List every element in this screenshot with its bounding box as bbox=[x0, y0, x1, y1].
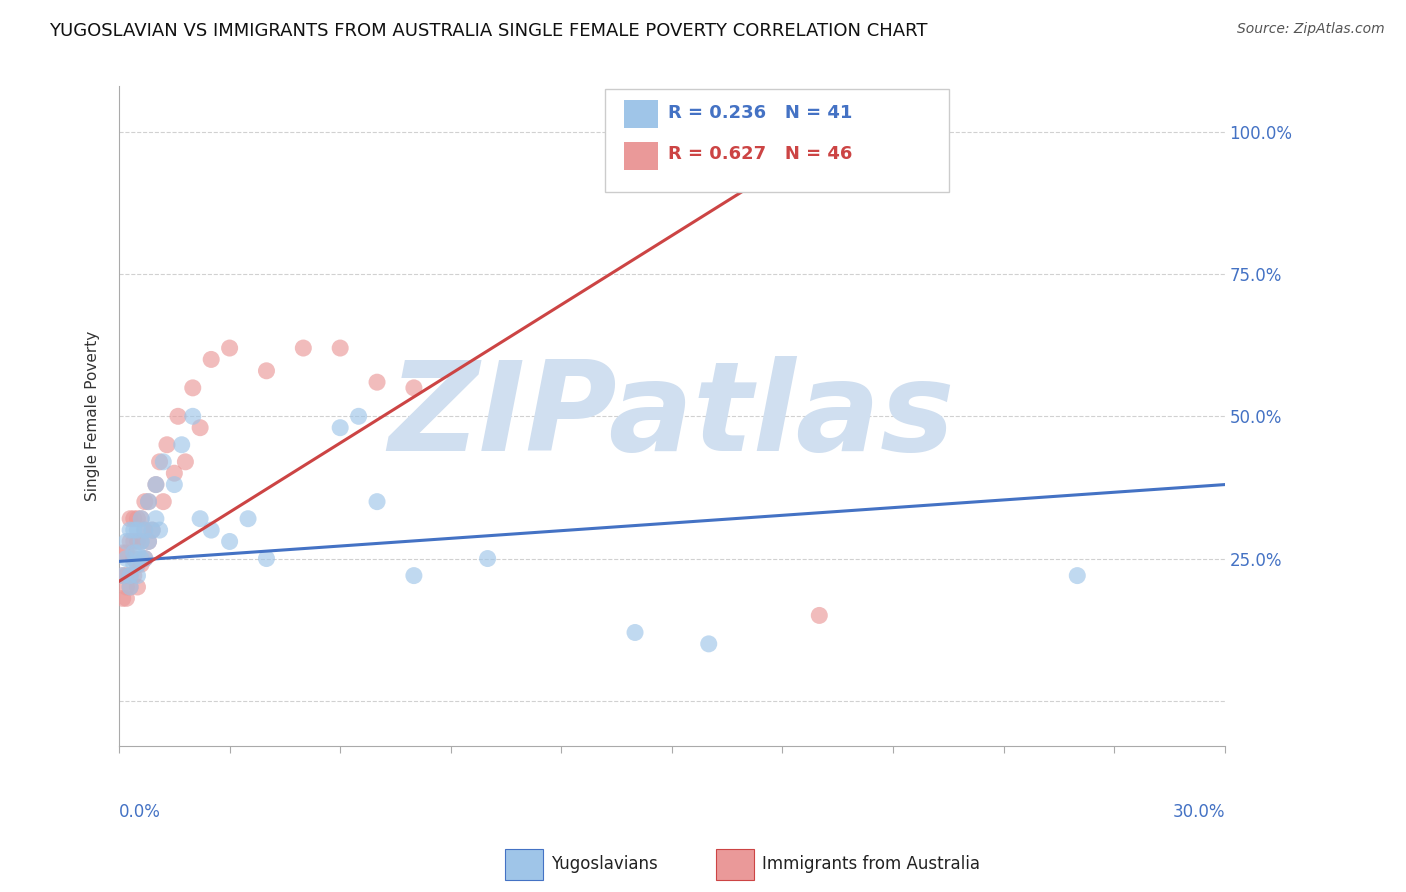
Point bbox=[152, 494, 174, 508]
Point bbox=[138, 534, 160, 549]
Point bbox=[127, 580, 149, 594]
Point bbox=[149, 523, 172, 537]
Point bbox=[138, 494, 160, 508]
Point bbox=[115, 551, 138, 566]
Point bbox=[163, 477, 186, 491]
Point bbox=[129, 534, 152, 549]
Point bbox=[129, 551, 152, 566]
Point bbox=[402, 381, 425, 395]
Point bbox=[127, 568, 149, 582]
Point bbox=[127, 534, 149, 549]
Point bbox=[366, 375, 388, 389]
Point bbox=[624, 625, 647, 640]
Point bbox=[1066, 568, 1088, 582]
Point bbox=[145, 477, 167, 491]
Y-axis label: Single Female Poverty: Single Female Poverty bbox=[86, 331, 100, 501]
Point bbox=[120, 534, 142, 549]
Point bbox=[808, 608, 831, 623]
Point bbox=[402, 568, 425, 582]
Point bbox=[111, 568, 134, 582]
Point bbox=[127, 558, 149, 572]
Point bbox=[141, 523, 163, 537]
Point bbox=[122, 512, 145, 526]
Point bbox=[122, 523, 145, 537]
Point bbox=[156, 438, 179, 452]
Point bbox=[127, 512, 149, 526]
Point bbox=[200, 352, 222, 367]
Point bbox=[127, 558, 149, 572]
Point bbox=[292, 341, 315, 355]
Point bbox=[697, 637, 720, 651]
Point bbox=[115, 568, 138, 582]
Point bbox=[170, 438, 193, 452]
Point bbox=[111, 546, 134, 560]
Point bbox=[111, 568, 134, 582]
Point bbox=[122, 551, 145, 566]
Point bbox=[134, 523, 156, 537]
Point bbox=[134, 523, 156, 537]
Point bbox=[149, 455, 172, 469]
Point bbox=[845, 142, 868, 156]
Text: Yugoslavians: Yugoslavians bbox=[551, 855, 658, 873]
Point bbox=[256, 551, 278, 566]
Point bbox=[329, 341, 352, 355]
Point bbox=[129, 512, 152, 526]
Point bbox=[129, 558, 152, 572]
Text: ZIPatlas: ZIPatlas bbox=[388, 356, 955, 477]
Text: 30.0%: 30.0% bbox=[1173, 803, 1225, 822]
Point bbox=[145, 512, 167, 526]
Point bbox=[120, 580, 142, 594]
Text: Source: ZipAtlas.com: Source: ZipAtlas.com bbox=[1237, 22, 1385, 37]
Point bbox=[134, 551, 156, 566]
Point bbox=[127, 546, 149, 560]
Text: 0.0%: 0.0% bbox=[120, 803, 160, 822]
Point bbox=[218, 341, 240, 355]
Point bbox=[120, 580, 142, 594]
Point bbox=[120, 568, 142, 582]
Point bbox=[188, 512, 211, 526]
Point bbox=[122, 546, 145, 560]
Point bbox=[152, 455, 174, 469]
Point bbox=[111, 591, 134, 606]
Point bbox=[129, 512, 152, 526]
Point bbox=[167, 409, 190, 424]
Point bbox=[115, 546, 138, 560]
Text: R = 0.627   N = 46: R = 0.627 N = 46 bbox=[668, 145, 852, 163]
Point bbox=[122, 568, 145, 582]
Point bbox=[366, 494, 388, 508]
Point bbox=[115, 534, 138, 549]
Point bbox=[120, 512, 142, 526]
Point bbox=[115, 591, 138, 606]
Point bbox=[347, 409, 370, 424]
Point bbox=[129, 534, 152, 549]
Point bbox=[181, 409, 204, 424]
Point bbox=[122, 534, 145, 549]
Point bbox=[256, 364, 278, 378]
Point bbox=[477, 551, 499, 566]
Point bbox=[134, 551, 156, 566]
Point bbox=[236, 512, 259, 526]
Text: Immigrants from Australia: Immigrants from Australia bbox=[762, 855, 980, 873]
Point bbox=[134, 494, 156, 508]
Point bbox=[200, 523, 222, 537]
Point bbox=[141, 523, 163, 537]
Point bbox=[329, 420, 352, 434]
Point bbox=[218, 534, 240, 549]
Point bbox=[122, 558, 145, 572]
Point bbox=[138, 494, 160, 508]
Point bbox=[163, 466, 186, 480]
Point bbox=[188, 420, 211, 434]
Text: R = 0.236   N = 41: R = 0.236 N = 41 bbox=[668, 104, 852, 122]
Point bbox=[127, 523, 149, 537]
Point bbox=[145, 477, 167, 491]
Point bbox=[120, 568, 142, 582]
Point bbox=[120, 523, 142, 537]
Point bbox=[138, 534, 160, 549]
Text: YUGOSLAVIAN VS IMMIGRANTS FROM AUSTRALIA SINGLE FEMALE POVERTY CORRELATION CHART: YUGOSLAVIAN VS IMMIGRANTS FROM AUSTRALIA… bbox=[49, 22, 928, 40]
Point bbox=[181, 381, 204, 395]
Point bbox=[115, 580, 138, 594]
Point bbox=[174, 455, 197, 469]
